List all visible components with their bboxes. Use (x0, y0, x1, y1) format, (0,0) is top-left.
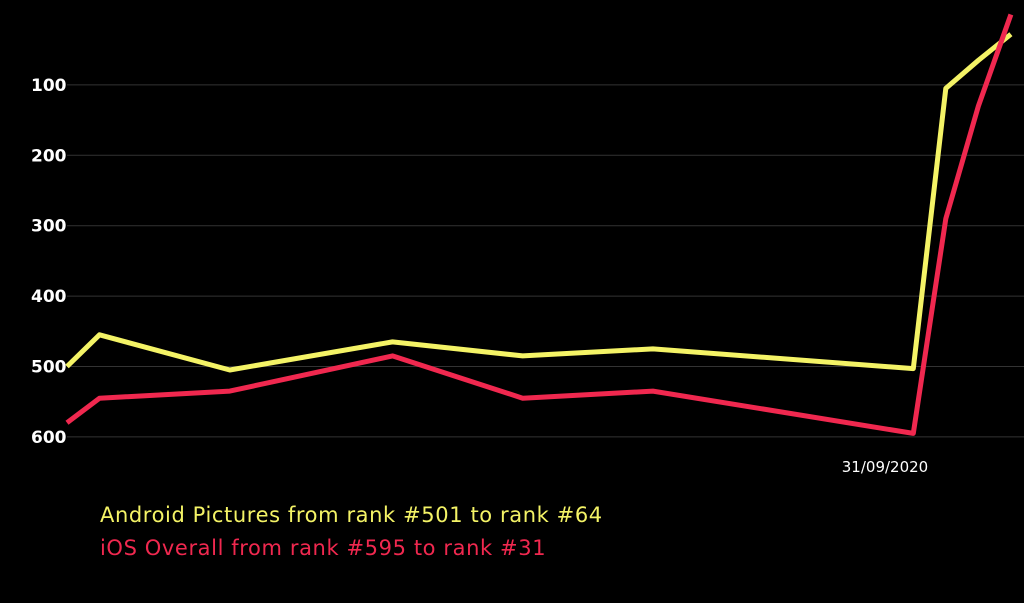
y-tick-label: 100 (31, 76, 67, 96)
y-tick-label: 600 (31, 428, 67, 448)
series-line-android (65, 32, 1013, 373)
legend-entry-android: Android Pictures from rank #501 to rank … (100, 503, 603, 527)
x-tick-label: 31/09/2020 (842, 458, 928, 476)
y-tick-label: 200 (31, 146, 67, 166)
legend-entry-ios: iOS Overall from rank #595 to rank #31 (100, 536, 547, 560)
series-layer (65, 13, 1014, 436)
y-axis-ticks: 100 200 300 400 500 600 (31, 76, 67, 448)
y-tick-label: 500 (31, 358, 67, 378)
x-axis-ticks: 31/09/2020 (842, 458, 928, 476)
series-line-ios (65, 13, 1014, 436)
grid-layer (67, 84, 1024, 438)
y-tick-label: 300 (31, 217, 67, 237)
y-tick-label: 400 (31, 287, 67, 307)
